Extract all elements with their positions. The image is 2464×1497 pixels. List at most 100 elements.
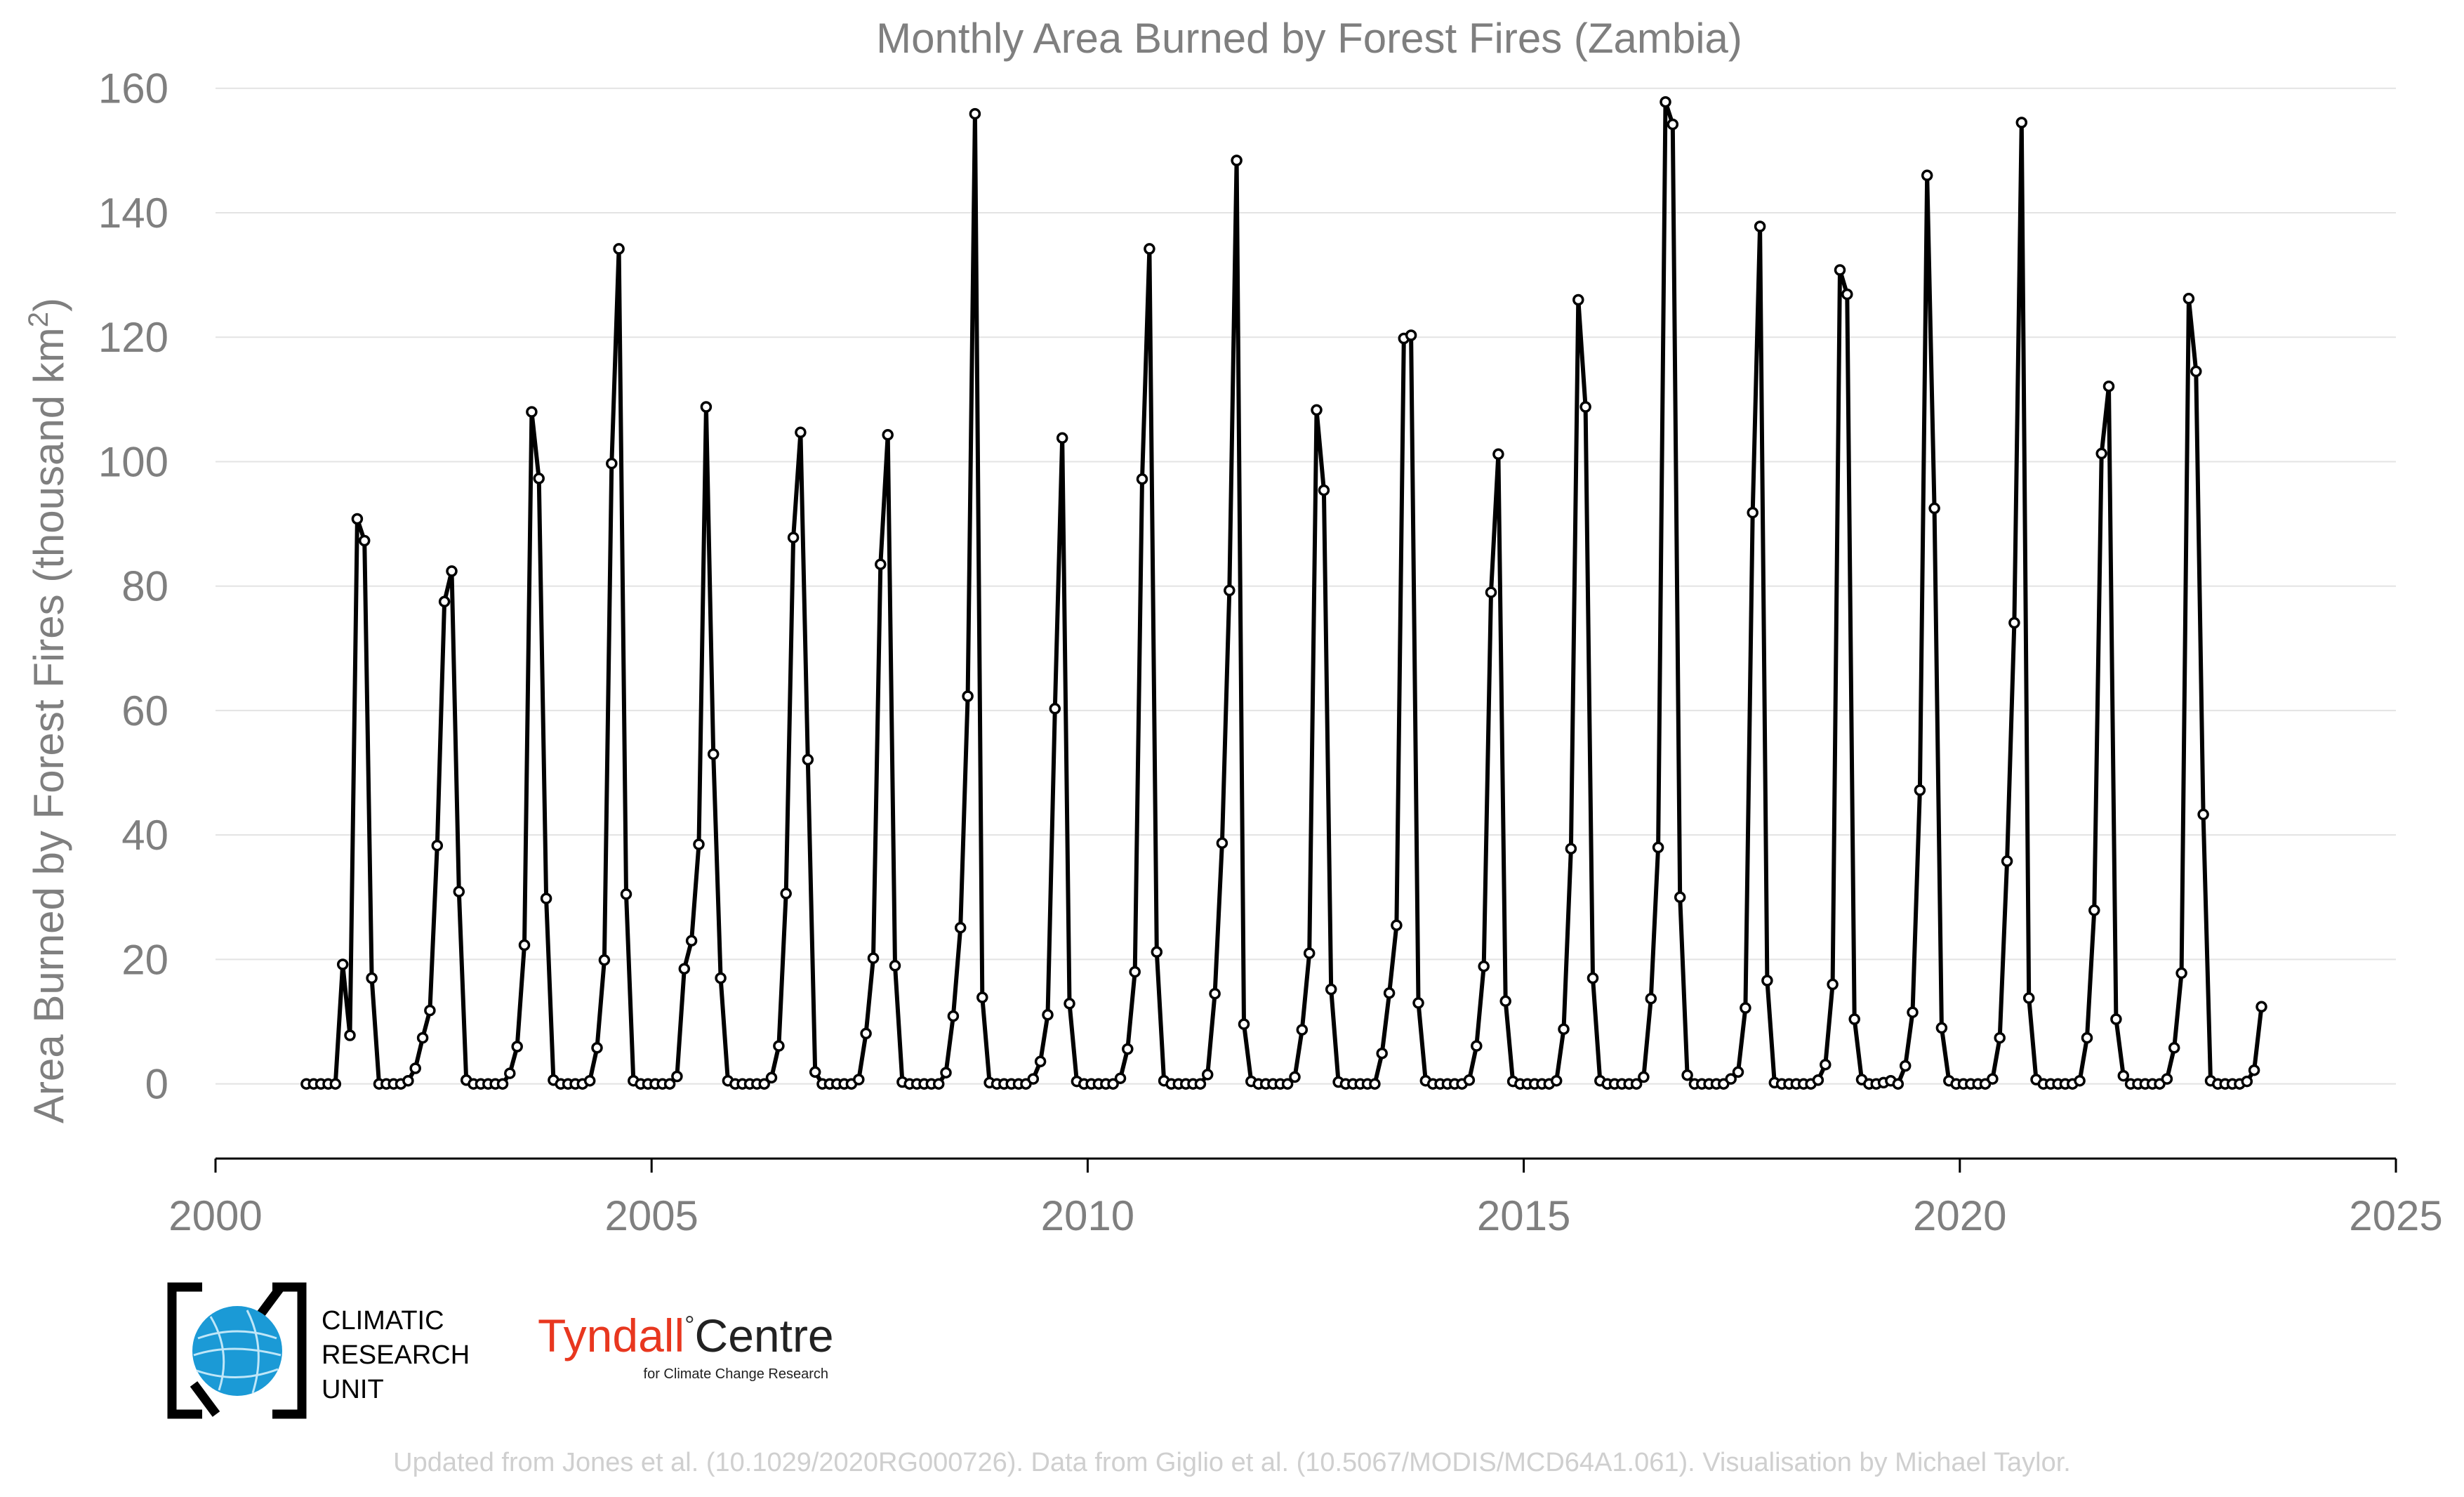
data-point (496, 1078, 509, 1090)
y-axis-label-superscript: 2 (23, 312, 54, 327)
data-point (613, 243, 625, 255)
data-point (707, 748, 720, 760)
data-point (366, 972, 378, 984)
y-axis-label-main: Area Burned by Forest Fires (thousand km (25, 327, 72, 1123)
data-point (1841, 288, 1853, 301)
cru-line-2: RESEARCH (322, 1340, 470, 1370)
data-point (620, 888, 632, 900)
data-point (2074, 1074, 2086, 1087)
y-tick-label-80: 80 (121, 563, 168, 610)
data-point (1151, 946, 1163, 958)
data-point (693, 838, 705, 850)
data-point (1587, 972, 1599, 984)
data-point (409, 1062, 421, 1074)
x-tick-label-2015: 2015 (1477, 1192, 1570, 1239)
y-tick-label-140: 140 (98, 190, 168, 237)
data-point (2008, 616, 2020, 629)
y-tick-label-160: 160 (98, 65, 168, 112)
data-point (780, 888, 792, 899)
data-point (1907, 1006, 1919, 1018)
y-tick-label-60: 60 (121, 687, 168, 734)
data-point (889, 960, 901, 972)
data-point (2022, 992, 2035, 1004)
y-axis-label: Area Burned by Forest Fires (thousand km… (23, 298, 72, 1123)
data-point (1994, 1031, 2006, 1044)
data-point (1122, 1043, 1134, 1055)
data-point (1049, 703, 1061, 715)
data-point (1281, 1078, 1294, 1090)
data-point (947, 1010, 960, 1022)
data-point (416, 1031, 429, 1044)
data-point (1463, 1074, 1476, 1086)
data-point (2117, 1069, 2130, 1082)
cru-bracket-icon (167, 1282, 307, 1419)
gridlines (216, 87, 2396, 1085)
data-point (2015, 117, 2028, 128)
y-tick-label-40: 40 (121, 812, 168, 859)
data-point (2088, 904, 2100, 916)
data-point (1471, 1040, 1483, 1052)
data-point (1485, 586, 1497, 598)
data-point (802, 753, 814, 766)
series-points (300, 95, 2267, 1090)
data-point (1383, 987, 1396, 999)
data-point (1674, 891, 1686, 904)
data-point (1558, 1023, 1570, 1035)
x-tick-label-2010: 2010 (1041, 1192, 1134, 1239)
data-point (1987, 1073, 1999, 1085)
data-point (1056, 432, 1068, 444)
data-point (875, 558, 887, 570)
data-point (932, 1078, 945, 1090)
tyndall-degree: ° (684, 1310, 694, 1339)
data-point (1311, 404, 1323, 416)
y-axis: 0 20 40 60 80 100 120 140 160 (98, 65, 168, 1108)
data-point (2248, 1064, 2260, 1076)
data-point (1725, 1073, 1737, 1085)
data-point (424, 1004, 436, 1017)
data-point (1848, 1013, 1860, 1025)
data-point (1136, 473, 1148, 485)
data-point (2175, 967, 2187, 980)
data-point (1369, 1078, 1381, 1090)
data-point (2190, 365, 2202, 378)
tyndall-name: Tyndall (538, 1310, 684, 1361)
globe-icon (192, 1306, 282, 1396)
data-point (969, 107, 981, 120)
data-point (1412, 997, 1424, 1009)
x-tick-label-2005: 2005 (604, 1192, 698, 1239)
data-point (2095, 447, 2107, 460)
data-point (526, 406, 538, 418)
data-point (511, 1041, 523, 1053)
data-point (1376, 1047, 1388, 1060)
data-point (765, 1071, 778, 1084)
data-point (1550, 1074, 1563, 1087)
data-point (1579, 401, 1591, 413)
data-point (1034, 1055, 1047, 1068)
data-point (1892, 1078, 1905, 1090)
data-point (1391, 919, 1403, 931)
tyndall-centre: Centre (695, 1310, 834, 1361)
data-point (1129, 965, 1141, 978)
data-point (1747, 506, 1758, 519)
data-point (1027, 1073, 1040, 1085)
data-point (2183, 293, 2195, 305)
data-point (962, 690, 974, 702)
data-point (860, 1027, 872, 1040)
data-point (344, 1029, 356, 1041)
x-tick-label-2000: 2000 (168, 1192, 262, 1239)
data-point (940, 1067, 952, 1079)
data-point (504, 1067, 516, 1079)
data-point (2001, 855, 2013, 867)
y-axis-label-end: ) (25, 298, 72, 312)
data-point (954, 921, 967, 934)
data-point (402, 1074, 414, 1087)
cru-line-1: CLIMATIC (322, 1306, 444, 1336)
data-point (1820, 1058, 1832, 1071)
data-point (700, 401, 713, 413)
series-line (304, 100, 2264, 1086)
cru-line-3: UNIT (322, 1375, 384, 1404)
data-point (1681, 1069, 1693, 1081)
x-axis: 2000 2005 2010 2015 2020 2025 (168, 1157, 2443, 1239)
data-point (809, 1066, 821, 1079)
